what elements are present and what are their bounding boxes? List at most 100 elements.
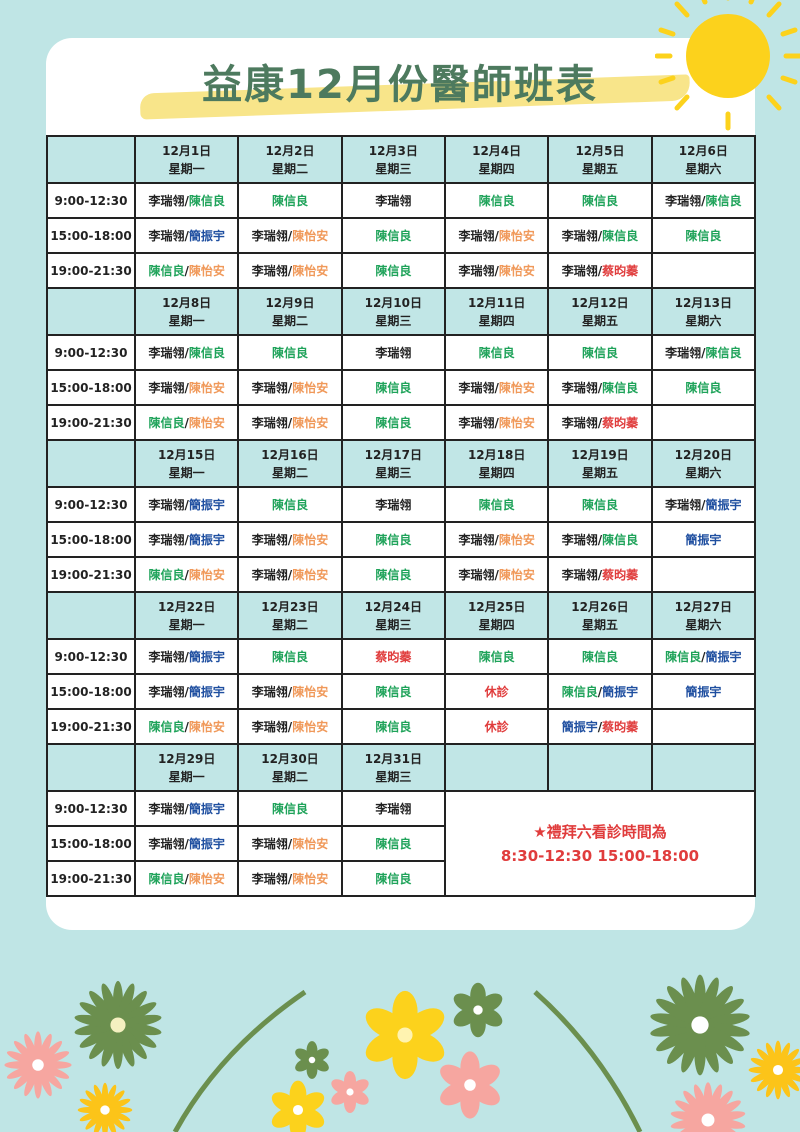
date-label: 12月11日 bbox=[467, 295, 526, 310]
date-cell: 12月5日 星期五 bbox=[547, 135, 653, 184]
date-cell: 12月16日 星期二 bbox=[237, 439, 343, 488]
time-slot-cell: 15:00-18:00 bbox=[46, 369, 136, 406]
date-cell: 12月15日 星期一 bbox=[133, 439, 240, 488]
table-row: 15:00-18:00 李瑞翎/簡振宇 李瑞翎/陳怡安 陳信良 休診 陳信良/簡振宇 簡振宇 bbox=[46, 673, 757, 710]
doctor-name: 李瑞翎 bbox=[148, 346, 185, 360]
separator: / bbox=[287, 568, 293, 582]
doctor-name: 李瑞翎 bbox=[251, 533, 288, 547]
date-label: 12月26日 bbox=[571, 599, 629, 614]
doctor-name: 李瑞翎 bbox=[375, 194, 412, 208]
date-cell: 12月17日 星期三 bbox=[340, 439, 446, 488]
shift-cell: 李瑞翎/陳怡安 bbox=[443, 369, 550, 406]
weekday-label: 星期一 bbox=[168, 465, 205, 480]
shift-cell: 陳信良/陳怡安 bbox=[133, 708, 240, 745]
date-label: 12月15日 bbox=[157, 447, 216, 462]
doctor-name: 陳信良 bbox=[148, 568, 185, 582]
shift-cell: 陳信良 bbox=[340, 708, 446, 745]
doctor-name: 簡振宇 bbox=[188, 650, 225, 664]
shift-cell: 李瑞翎/蔡昀蓁 bbox=[547, 404, 653, 441]
yellow-flower bbox=[271, 1080, 325, 1132]
date-cell: 12月24日 星期三 bbox=[340, 591, 446, 640]
separator: / bbox=[597, 381, 603, 395]
doctor-name: 簡振宇 bbox=[561, 720, 598, 734]
date-label: 12月4日 bbox=[472, 143, 522, 158]
doctor-name: 陳信良 bbox=[375, 229, 412, 243]
time-header-cell bbox=[46, 287, 136, 336]
doctor-name: 陳信良 bbox=[581, 650, 618, 664]
weekday-label: 星期三 bbox=[375, 617, 412, 632]
shift-cell: 陳信良 bbox=[547, 638, 653, 675]
doctor-name: 陳信良 bbox=[375, 416, 412, 430]
closed-label: 休診 bbox=[484, 720, 509, 734]
date-cell: 12月9日 星期二 bbox=[237, 287, 343, 336]
weekday-label: 星期二 bbox=[271, 465, 308, 480]
yellow-flower bbox=[748, 1040, 800, 1100]
table-row: 15:00-18:00 李瑞翎/簡振宇 李瑞翎/陳怡安 陳信良 李瑞翎/陳怡安 李瑞翎/陳… bbox=[46, 521, 757, 558]
table-row: 15:00-18:00 李瑞翎/簡振宇 李瑞翎/陳怡安 陳信良 bbox=[46, 825, 755, 862]
doctor-name: 陳怡安 bbox=[292, 685, 329, 699]
separator: / bbox=[597, 264, 603, 278]
doctor-name: 李瑞翎 bbox=[251, 381, 288, 395]
date-label: 12月8日 bbox=[162, 295, 212, 310]
doctor-name: 李瑞翎 bbox=[148, 802, 185, 816]
weekday-label: 星期五 bbox=[581, 313, 618, 328]
table-row: 15:00-18:00 李瑞翎/簡振宇 李瑞翎/陳怡安 陳信良 李瑞翎/陳怡安 李瑞翎/陳… bbox=[46, 217, 757, 254]
doctor-name: 簡振宇 bbox=[685, 685, 722, 699]
separator: / bbox=[184, 872, 189, 886]
doctor-name: 陳信良 bbox=[271, 650, 308, 664]
shift-cell: 李瑞翎/簡振宇 bbox=[133, 790, 240, 827]
weekday-label: 星期六 bbox=[685, 161, 722, 176]
separator: / bbox=[184, 802, 189, 816]
date-label: 12月20日 bbox=[674, 447, 733, 462]
date-label: 12月29日 bbox=[157, 751, 216, 766]
doctor-name: 簡振宇 bbox=[188, 498, 225, 512]
shift-cell: 陳信良/陳怡安 bbox=[133, 556, 240, 593]
doctor-name: 李瑞翎 bbox=[561, 568, 598, 582]
date-cell: 12月8日 星期一 bbox=[133, 287, 240, 336]
separator: / bbox=[184, 194, 189, 208]
separator: / bbox=[287, 229, 293, 243]
doctor-name: 李瑞翎 bbox=[148, 381, 185, 395]
doctor-name: 陳信良 bbox=[705, 194, 742, 208]
shift-cell: 李瑞翎/簡振宇 bbox=[133, 217, 240, 254]
table-row: 19:00-21:30 陳信良/陳怡安 李瑞翎/陳怡安 陳信良 李瑞翎/陳怡安 李瑞翎/蔡… bbox=[46, 556, 757, 593]
shift-cell: 李瑞翎/簡振宇 bbox=[133, 521, 240, 558]
doctor-name: 李瑞翎 bbox=[251, 568, 288, 582]
doctor-name: 李瑞翎 bbox=[458, 229, 495, 243]
time-header-cell bbox=[46, 743, 136, 792]
separator: / bbox=[184, 498, 189, 512]
pink-flower bbox=[4, 1031, 72, 1099]
time-slot-cell: 15:00-18:00 bbox=[46, 825, 136, 862]
leaf-stem bbox=[172, 989, 307, 1132]
shift-cell: 李瑞翎/蔡昀蓁 bbox=[547, 252, 653, 289]
doctor-name: 陳怡安 bbox=[498, 533, 535, 547]
shift-cell: 陳信良/陳怡安 bbox=[133, 404, 240, 441]
doctor-name: 陳信良 bbox=[188, 194, 225, 208]
doctor-name: 李瑞翎 bbox=[561, 229, 598, 243]
time-slot-cell: 19:00-21:30 bbox=[46, 252, 136, 289]
doctor-name: 李瑞翎 bbox=[251, 685, 288, 699]
green-flower bbox=[453, 982, 503, 1038]
doctor-name: 李瑞翎 bbox=[375, 498, 412, 512]
date-cell: 12月1日 星期一 bbox=[133, 135, 240, 184]
date-cell: 12月31日 星期三 bbox=[340, 743, 446, 792]
weekday-label: 星期六 bbox=[685, 465, 722, 480]
weekday-label: 星期五 bbox=[581, 617, 618, 632]
doctor-name: 陳怡安 bbox=[292, 872, 329, 886]
table-row: 9:00-12:30 李瑞翎/簡振宇 陳信良 蔡昀蓁 陳信良 陳信良 陳信良/簡振宇 bbox=[46, 638, 757, 675]
separator: / bbox=[287, 720, 293, 734]
doctor-name: 陳信良 bbox=[375, 685, 412, 699]
date-label: 12月25日 bbox=[467, 599, 526, 614]
weekday-label: 星期四 bbox=[478, 313, 515, 328]
shift-cell: 陳信良 bbox=[650, 217, 757, 254]
shift-cell: 陳信良/簡振宇 bbox=[650, 638, 757, 675]
doctor-name: 陳信良 bbox=[375, 872, 412, 886]
time-slot-cell: 9:00-12:30 bbox=[46, 638, 136, 675]
date-cell: 12月22日 星期一 bbox=[133, 591, 240, 640]
doctor-name: 陳怡安 bbox=[292, 264, 329, 278]
doctor-name: 陳怡安 bbox=[498, 416, 535, 430]
date-label: 12月16日 bbox=[261, 447, 319, 462]
date-cell: 12月18日 星期四 bbox=[443, 439, 550, 488]
doctor-name: 陳信良 bbox=[478, 650, 515, 664]
doctor-name: 陳怡安 bbox=[188, 872, 225, 886]
